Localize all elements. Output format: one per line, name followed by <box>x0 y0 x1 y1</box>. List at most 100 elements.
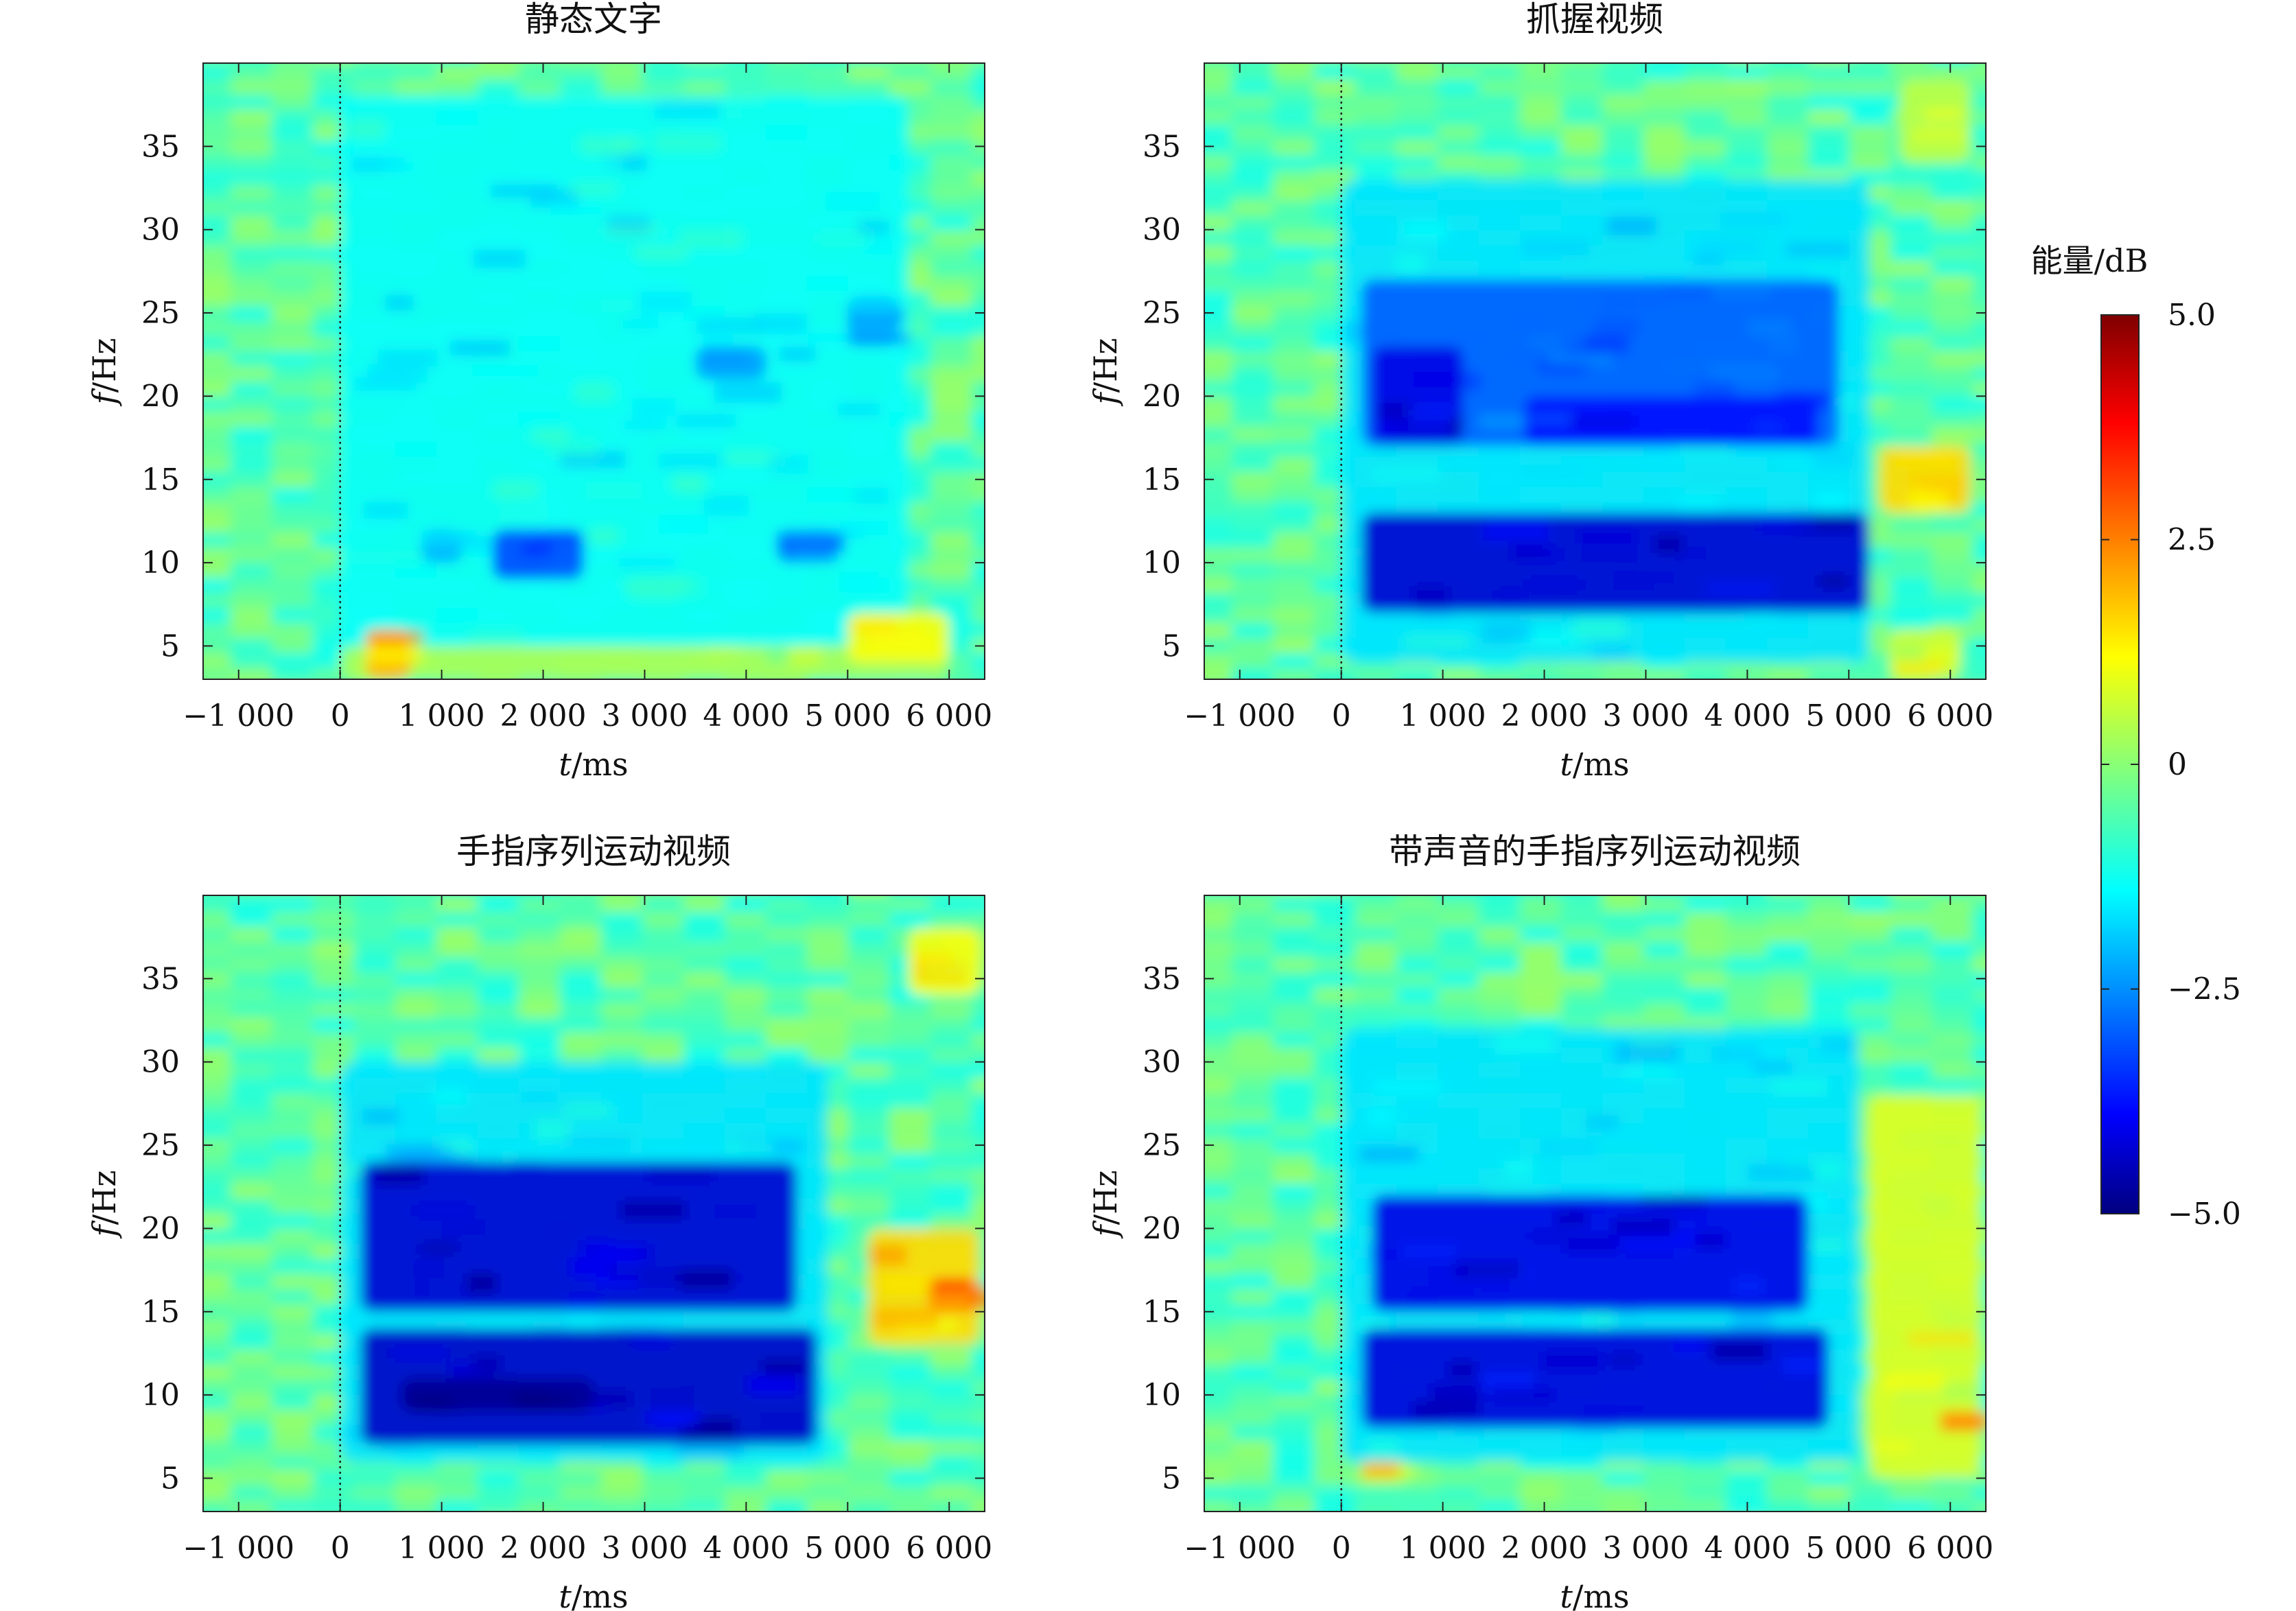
heatmap-cell <box>1932 306 1973 321</box>
heatmap-cell <box>1890 1018 1932 1033</box>
heatmap-cell <box>1204 1501 1232 1512</box>
heatmap-cell <box>231 1365 272 1380</box>
heatmap-cell <box>1232 957 1273 972</box>
heatmap-cell <box>1696 237 1760 257</box>
y-tick-label: 35 <box>141 129 180 164</box>
x-tick-label: 0 <box>331 1531 350 1566</box>
heatmap-cell <box>1767 125 1808 140</box>
heatmap-cell <box>972 1093 985 1108</box>
heatmap-cell <box>1973 246 1986 261</box>
heatmap-cell <box>1314 1018 1355 1033</box>
heatmap-cell <box>972 1063 985 1078</box>
heatmap-cell <box>766 64 807 80</box>
heatmap-cell <box>930 895 972 897</box>
heatmap-cell <box>683 1018 725 1033</box>
heatmap-cell <box>889 1410 930 1425</box>
heatmap-cell <box>1767 957 1808 972</box>
heatmap-cell <box>1232 231 1273 246</box>
heatmap-cell <box>1314 140 1355 155</box>
heatmap-cell <box>1204 927 1232 942</box>
heatmap-cell <box>807 942 848 957</box>
heatmap-cell <box>1643 683 1685 698</box>
heatmap-cell <box>354 1048 395 1063</box>
heatmap-cell <box>1479 140 1520 155</box>
heatmap-cell <box>1355 897 1396 912</box>
heatmap-cell <box>1232 1184 1273 1199</box>
heatmap-cell <box>601 895 642 897</box>
heatmap-cell <box>1767 1002 1808 1018</box>
heatmap-cell <box>354 972 395 987</box>
heatmap-cell <box>1973 1078 1986 1093</box>
heatmap-cell <box>1526 578 1582 591</box>
heatmap-cell <box>601 1033 642 1048</box>
heatmap-cell <box>1529 1231 1565 1241</box>
heatmap-cell <box>383 161 413 172</box>
heatmap-cell <box>1726 987 1767 1002</box>
heatmap-cell <box>1890 517 1932 532</box>
heatmap-cell <box>231 683 272 698</box>
heatmap-cell <box>1273 1395 1314 1410</box>
heatmap-cell <box>848 1380 889 1395</box>
heatmap-cell <box>1438 912 1479 927</box>
x-tick-label: 1 000 <box>399 698 485 733</box>
heatmap-cell <box>930 200 972 215</box>
heatmap-cell <box>852 298 897 318</box>
heatmap-cell <box>1707 583 1773 594</box>
heatmap-cell <box>930 321 972 336</box>
x-tick-label: −1 000 <box>183 1531 294 1566</box>
heatmap-cell <box>354 942 395 957</box>
heatmap-cell <box>1479 897 1520 912</box>
heatmap-cell <box>1273 321 1314 336</box>
heatmap-cell <box>519 1018 560 1033</box>
heatmap-cell <box>696 317 761 334</box>
heatmap-cell <box>930 125 972 140</box>
heatmap-cell <box>272 1455 313 1470</box>
heatmap-cell <box>1314 1501 1355 1512</box>
heatmap-cell <box>1734 1278 1763 1295</box>
heatmap-cell <box>1932 942 1973 957</box>
heatmap-cell <box>807 63 848 64</box>
heatmap-cell <box>203 351 231 366</box>
heatmap-cell <box>1808 110 1849 125</box>
heatmap-cell <box>1694 255 1724 265</box>
heatmap-cell <box>869 1245 906 1265</box>
heatmap-cell <box>1767 1516 1808 1531</box>
heatmap-cell <box>1561 140 1602 155</box>
heatmap-cell <box>1932 321 1973 336</box>
heatmap-cell <box>930 231 972 246</box>
heatmap-cell <box>838 403 880 416</box>
heatmap-cell <box>272 1018 313 1033</box>
heatmap-cell <box>642 897 683 912</box>
heatmap-cell <box>436 912 478 927</box>
heatmap-cell <box>560 1018 601 1033</box>
heatmap-cell <box>272 1033 313 1048</box>
heatmap-cell <box>889 1108 930 1123</box>
heatmap-cell <box>807 912 848 927</box>
heatmap-cell <box>1849 1485 1890 1501</box>
panel-title: 抓握视频 <box>1526 0 1663 39</box>
heatmap-cell <box>1438 972 1479 987</box>
heatmap-cell <box>203 95 231 110</box>
heatmap-cell <box>766 895 807 897</box>
heatmap-cell <box>1602 64 1643 80</box>
heatmap-cell <box>848 80 889 95</box>
heatmap-cell <box>231 1244 272 1259</box>
heatmap-cell <box>1890 427 1932 442</box>
heatmap-cell <box>395 927 436 942</box>
heatmap-cell <box>1232 1289 1273 1304</box>
heatmap-cell <box>807 1002 848 1018</box>
heatmap-cell <box>1204 1274 1232 1289</box>
heatmap-cell <box>1204 1334 1232 1350</box>
heatmap-cell <box>1273 64 1314 80</box>
heatmap-cell <box>766 957 807 972</box>
heatmap-cell <box>972 1033 985 1048</box>
heatmap-cell <box>930 427 972 442</box>
heatmap-cell <box>1521 239 1590 255</box>
heatmap-cell <box>1232 1214 1273 1229</box>
heatmap-cell <box>972 1168 985 1184</box>
heatmap-cell <box>889 1153 930 1168</box>
heatmap-cell <box>1726 895 1767 897</box>
heatmap-cell <box>1726 80 1767 95</box>
heatmap-cell <box>1586 1115 1619 1130</box>
heatmap-cell <box>1767 912 1808 927</box>
